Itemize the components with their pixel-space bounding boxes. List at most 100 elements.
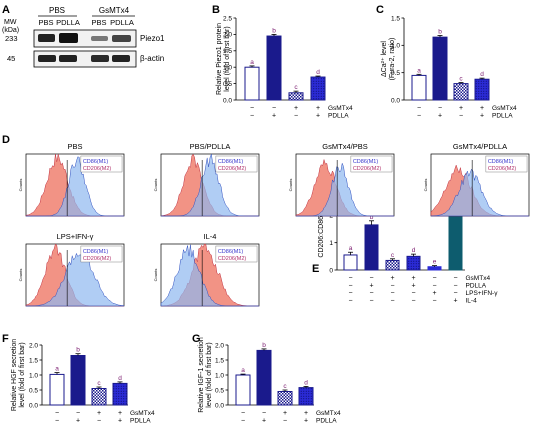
significance-letter: a (417, 67, 421, 74)
treatment-label-gsmtx4: GsMTx4 (492, 105, 517, 112)
bar-b-3 (288, 92, 304, 101)
cd86-histogram (26, 251, 125, 307)
bar-f-4 (112, 382, 128, 406)
treatment-sign: − (432, 283, 436, 290)
legend-cd86: CD86(M1) (488, 159, 514, 165)
y-axis-label-line1: Relative IGF-1 secretion (198, 337, 205, 413)
bar-f-3 (91, 388, 107, 406)
treatment-sign: − (453, 275, 457, 282)
treatment-sign: − (432, 275, 436, 282)
flow-legend-box (350, 155, 393, 173)
bar-f-2 (70, 355, 86, 406)
treatment-sign: − (241, 410, 245, 417)
band-name-piezo1: Piezo1 (140, 34, 165, 43)
band-actin-2 (59, 55, 77, 62)
y-tick-label: 0.0 (391, 97, 400, 104)
kda-label: (kDa) (2, 27, 19, 34)
y-tick-label: 1.0 (223, 65, 232, 72)
treatment-sign: − (272, 105, 276, 112)
treatment-sign: − (348, 298, 352, 305)
significance-letter: b (76, 347, 80, 354)
flow-plot-title: PBS/PDLLA (190, 142, 231, 151)
legend-cd86: CD86(M1) (353, 159, 379, 165)
flow-cytometry-panel: PBSCountsCD86(M1)CD206(M2)PBS/PDLLACount… (18, 142, 530, 307)
lane-label-2: PDLLA (56, 18, 80, 27)
band-piezo1-2 (59, 33, 78, 43)
significance-letter: a (241, 367, 245, 374)
treatment-sign: + (97, 410, 101, 417)
significance-letter: d (480, 71, 484, 78)
flow-legend-box (485, 155, 528, 173)
bar-g-1 (235, 374, 251, 406)
lane-label-1: PBS (38, 18, 53, 27)
legend-cd206: CD206(M2) (218, 166, 247, 172)
legend-cd206: CD206(M2) (488, 166, 517, 172)
y-tick-label: 0.5 (215, 387, 224, 394)
chart-c-calcium: 0.0 0.5 1.0 1.5 ΔCa²⁺ level (Fura-2, ratio) a b… (381, 15, 517, 119)
treatment-label-il4: IL-4 (466, 298, 478, 305)
y-tick-label: 2.0 (29, 342, 38, 349)
bar-b-2 (266, 35, 282, 101)
flow-y-axis-label: Counts (18, 269, 23, 282)
treatment-sign: − (55, 410, 59, 417)
y-axis-label-line2: level (fold of first bar) (206, 342, 213, 407)
treatment-sign: − (76, 410, 80, 417)
significance-letter: d (412, 247, 416, 254)
flow-legend-box (80, 155, 123, 173)
y-tick-label: 2.5 (223, 15, 232, 22)
treatment-sign: + (459, 105, 463, 112)
treatment-sign: − (262, 410, 266, 417)
treatment-sign: + (304, 410, 308, 417)
band-piezo1-1 (38, 34, 55, 42)
y-tick-label: 0.5 (391, 70, 400, 77)
legend-cd206: CD206(M2) (353, 166, 382, 172)
significance-letter: b (370, 214, 374, 221)
flow-plot-title: PBS (67, 142, 82, 151)
chart-f-hgf: 0.0 0.5 1.0 1.5 2.0 Relative HGF secretion lev… (11, 339, 155, 425)
mw-piezo1: 233 (5, 34, 18, 43)
significance-letter: c (459, 76, 463, 83)
treatment-sign: + (316, 105, 320, 112)
treatment-sign: + (118, 418, 122, 425)
band-actin-3 (91, 55, 109, 62)
panel-letter-f: F (2, 333, 9, 345)
bar-f-1 (49, 373, 65, 406)
panel-letter-d: D (2, 134, 10, 146)
panel-letter-c: C (376, 4, 384, 16)
bar-e-4 (406, 255, 421, 271)
y-axis-label-line2: (Fura-2, ratio) (389, 38, 396, 81)
treatment-sign: + (272, 113, 276, 120)
flow-plot-title: IL-4 (204, 232, 217, 241)
significance-letter: a (250, 59, 254, 66)
y-tick-label: 0.0 (215, 402, 224, 409)
flow-y-axis-label: Counts (153, 269, 158, 282)
flow-legend-box (80, 245, 123, 263)
legend-cd206: CD206(M2) (218, 256, 247, 262)
treatment-sign: − (348, 290, 352, 297)
treatment-sign: − (390, 298, 394, 305)
treatment-sign: − (250, 105, 254, 112)
treatment-sign: − (97, 418, 101, 425)
band-actin-1 (38, 55, 56, 62)
legend-cd206: CD206(M2) (83, 166, 112, 172)
treatment-sign: + (453, 298, 457, 305)
cd86-histogram (160, 244, 259, 307)
y-tick-label: 0.5 (223, 81, 232, 88)
y-axis-label-line2: level (fold of first bar) (224, 26, 231, 91)
treatment-sign: − (432, 298, 436, 305)
cd86-histogram (430, 168, 529, 217)
treatment-sign: + (411, 283, 415, 290)
flow-plot-title: LPS+IFN-γ (57, 232, 94, 241)
bar-g-2 (256, 349, 272, 406)
group-label-gsmtx4: GsMTx4 (99, 6, 130, 15)
flow-legend-box (215, 245, 258, 263)
y-tick-label: 1.5 (223, 48, 232, 55)
treatment-sign: − (438, 105, 442, 112)
cd86-histogram (296, 162, 394, 217)
y-axis-label-line2: level (fold of first bar) (19, 342, 26, 407)
flow-plot-title: GsMTx4/PBS (322, 142, 367, 151)
y-tick-label: 1 (329, 240, 333, 247)
treatment-sign: − (369, 298, 373, 305)
treatment-label-gsmtx4: GsMTx4 (130, 410, 155, 417)
